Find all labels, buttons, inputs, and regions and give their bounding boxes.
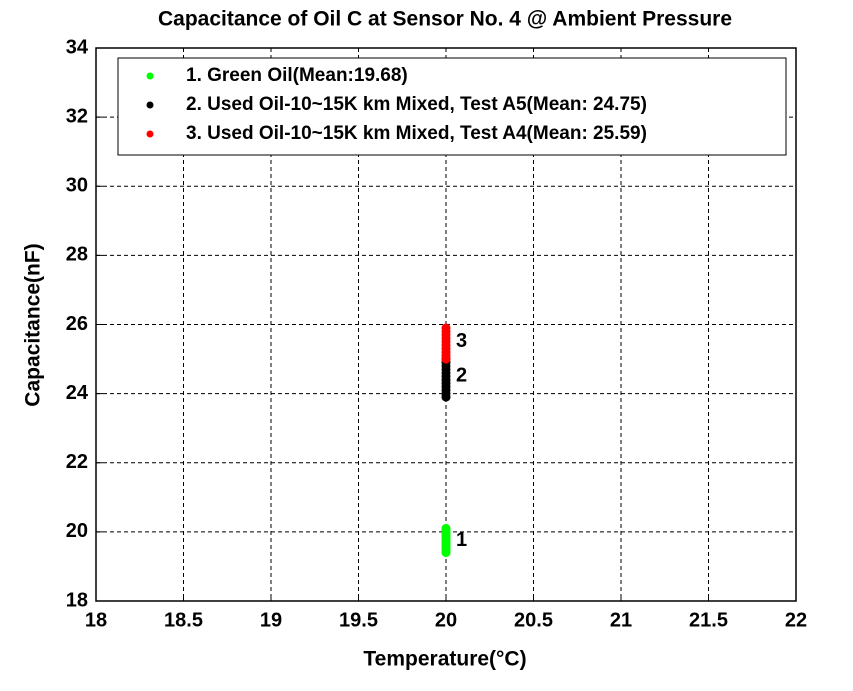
legend-marker <box>146 101 154 109</box>
x-tick-label: 21.5 <box>689 609 728 631</box>
legend-marker <box>146 130 154 138</box>
x-tick-label: 22 <box>785 609 807 631</box>
chart-title: Capacitance of Oil C at Sensor No. 4 @ A… <box>158 8 732 31</box>
legend-marker <box>146 72 154 80</box>
point <box>441 523 451 533</box>
plot-frame <box>95 47 797 602</box>
y-tick-label: 26 <box>66 313 88 335</box>
x-tick-label: 18.5 <box>164 609 203 631</box>
x-tick-label: 21 <box>610 609 632 631</box>
legend-label: 1. Green Oil(Mean:19.68) <box>186 65 408 86</box>
legend-box <box>117 57 787 156</box>
point <box>441 323 451 333</box>
y-tick-label: 22 <box>66 451 88 473</box>
x-axis-label: Temperature(°C) <box>363 648 526 671</box>
y-tick-label: 24 <box>66 382 89 404</box>
y-tick-label: 20 <box>66 520 88 542</box>
data-label: 2 <box>456 365 467 387</box>
x-tick-label: 19.5 <box>339 609 378 631</box>
data-label: 3 <box>456 330 467 352</box>
legend-label: 2. Used Oil-10~15K km Mixed, Test A5(Mea… <box>186 94 647 115</box>
y-tick-label: 30 <box>66 175 88 197</box>
x-tick-label: 19 <box>260 609 282 631</box>
y-tick-label: 18 <box>66 589 88 611</box>
y-tick-label: 28 <box>66 244 88 266</box>
data-label: 1 <box>456 529 467 551</box>
x-tick-label: 20 <box>435 609 457 631</box>
x-tick-label: 20.5 <box>514 609 553 631</box>
x-tick-label: 18 <box>85 609 107 631</box>
y-tick-label: 32 <box>66 105 88 127</box>
y-axis-label: Capacitance(nF) <box>22 243 45 406</box>
y-tick-label: 34 <box>66 36 89 58</box>
legend-label: 3. Used Oil-10~15K km Mixed, Test A4(Mea… <box>186 123 647 144</box>
